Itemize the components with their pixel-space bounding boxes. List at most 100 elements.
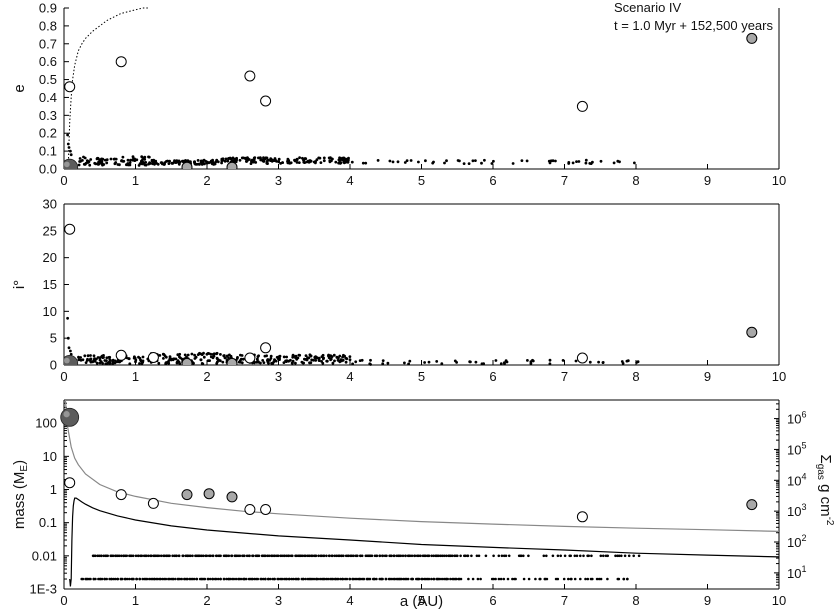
- planetesimal-dot: [269, 157, 273, 161]
- planetesimal-dot: [252, 361, 256, 365]
- planetesimal-dot: [368, 577, 372, 581]
- planetesimal-dot: [378, 554, 382, 558]
- planetesimal-dot: [292, 577, 295, 581]
- planetesimal-dot: [138, 577, 141, 581]
- planetesimal-dot: [614, 554, 617, 558]
- planetesimal-dot: [417, 160, 420, 164]
- planetesimal-dot: [304, 554, 308, 558]
- planetesimal-dot: [329, 358, 332, 362]
- y-axis-label: i°: [11, 280, 28, 289]
- x-tick-label: 3: [275, 173, 282, 188]
- planetesimal-dot: [325, 554, 328, 558]
- planetesimal-dot: [228, 156, 232, 160]
- planetesimal-dot: [359, 577, 363, 581]
- planetesimal-dot: [157, 361, 161, 365]
- protoplanet-marker: [203, 488, 215, 500]
- hot-jupiter-highlight: [64, 161, 70, 168]
- planetesimal-dot: [251, 554, 255, 558]
- planetesimal-dot: [423, 361, 426, 364]
- planetesimal-dot: [381, 362, 385, 366]
- planetesimal-dot: [341, 577, 345, 581]
- planetesimal-dot: [94, 554, 97, 558]
- planetesimal-dot: [215, 159, 219, 163]
- planetesimal-dot: [620, 360, 624, 363]
- planetesimal-dot: [300, 554, 304, 558]
- planetesimal-dot: [318, 577, 322, 581]
- planetesimal-dot: [110, 577, 113, 581]
- planetesimal-dot: [302, 160, 306, 164]
- planetesimal-dot: [262, 361, 266, 364]
- planetesimal-dot: [522, 554, 525, 558]
- planetesimal-dot: [206, 359, 210, 362]
- planetesimal-dot: [352, 554, 355, 558]
- planetesimal-dot: [599, 159, 603, 163]
- planetesimal-dot: [162, 357, 165, 360]
- planetesimal-dot: [443, 161, 446, 165]
- embryo-marker: [115, 56, 127, 68]
- planetesimal-dot: [354, 360, 358, 364]
- planetesimal-dot: [285, 577, 289, 581]
- planetesimal-dot: [474, 360, 478, 364]
- protoplanet-marker: [181, 357, 193, 365]
- planetesimal-dot: [67, 346, 71, 350]
- planetesimal-dot: [376, 159, 380, 162]
- planetesimal-dot: [525, 159, 529, 163]
- planetesimal-dot: [574, 359, 578, 363]
- planetesimal-dot: [183, 577, 187, 581]
- planetesimal-dot: [159, 577, 162, 581]
- right-tick-label: 101: [787, 564, 806, 581]
- planetesimal-dot: [504, 554, 508, 558]
- stability-limit-curve: [67, 7, 150, 170]
- planetesimal-dot: [137, 164, 141, 167]
- embryo-marker: [244, 352, 256, 364]
- planetesimal-dot: [325, 359, 329, 363]
- planetesimal-dot: [157, 554, 161, 558]
- x-tick-label: 5: [418, 173, 425, 188]
- planetesimal-dot: [338, 359, 341, 363]
- planetesimal-dot: [174, 577, 177, 581]
- planetesimal-dot: [427, 554, 431, 558]
- planetesimal-dot: [421, 577, 424, 581]
- planetesimal-dot: [103, 577, 106, 581]
- planetesimal-dot: [244, 157, 248, 161]
- right-tick-label: 106: [787, 410, 806, 427]
- planetesimal-dot: [337, 161, 340, 165]
- planetesimal-dot: [391, 160, 395, 164]
- planetesimal-dot: [262, 577, 265, 581]
- planetesimal-dot: [259, 156, 262, 160]
- planetesimal-dot: [159, 554, 163, 558]
- planetesimal-dot: [369, 358, 372, 362]
- planetesimal-dot: [471, 577, 475, 581]
- protoplanet-marker: [226, 161, 238, 169]
- embryo-marker: [64, 223, 76, 235]
- planetesimal-dot: [138, 362, 141, 365]
- planetesimal-dot: [245, 160, 249, 163]
- planetesimal-dot: [267, 554, 271, 558]
- planetesimal-dot: [264, 577, 267, 581]
- x-axis-label: a (AU): [400, 593, 443, 609]
- planetesimal-dot: [89, 158, 93, 161]
- planetesimal-dot: [264, 554, 267, 558]
- planetesimal-dot: [458, 159, 461, 163]
- planetesimal-dot: [331, 577, 335, 581]
- y-tick-label: 0.3: [39, 108, 57, 123]
- planetesimal-dot: [77, 358, 81, 362]
- right-axis-label: Σgas g cm-2: [815, 455, 835, 526]
- planetesimal-dot: [292, 354, 296, 358]
- planetesimal-dot: [131, 158, 135, 161]
- planetesimal-dot: [88, 163, 92, 167]
- planetesimal-dot: [166, 360, 170, 364]
- planetesimal-dot: [348, 355, 352, 358]
- planetesimal-dot: [469, 360, 472, 364]
- planetesimal-dot: [321, 353, 325, 357]
- planetesimal-dot: [479, 577, 482, 581]
- planetesimal-dot: [79, 358, 83, 362]
- planetesimal-dot: [106, 554, 109, 558]
- planetesimal-dot: [385, 554, 388, 558]
- planetesimal-dot: [176, 353, 180, 357]
- right-tick-label: 103: [787, 502, 806, 519]
- planetesimal-dot: [120, 554, 123, 558]
- planetesimal-dot: [171, 577, 175, 581]
- planetesimal-dot: [637, 554, 641, 558]
- planetesimal-dot: [171, 554, 174, 558]
